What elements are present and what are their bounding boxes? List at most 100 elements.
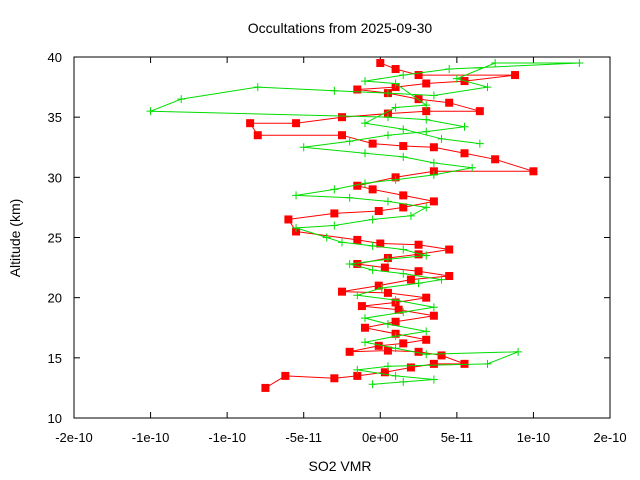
series-0-point: [345, 347, 354, 356]
series-0-point: [394, 305, 403, 314]
series-1-point: [391, 79, 400, 88]
series-1-point: [383, 89, 392, 98]
series-1-point: [353, 291, 362, 300]
series-1-point: [429, 170, 438, 179]
series-0-point: [460, 149, 469, 158]
series-0-point: [353, 235, 362, 244]
series-0-point: [383, 288, 392, 297]
series-0-point: [374, 341, 383, 350]
series-1-point: [383, 113, 392, 122]
series-0-point: [429, 311, 438, 320]
series-0-point: [376, 239, 385, 248]
series-1-point: [575, 59, 584, 68]
series-1-point: [460, 122, 469, 131]
series-1-point: [360, 149, 369, 158]
x-tick-label: 0e+00: [362, 430, 399, 445]
plot-area: -2e-10 -1e-10 -1e-10 -5e-11 0e+00 5e-11 1e-10 2…: [48, 50, 627, 445]
series-0-point: [330, 374, 339, 383]
series-0-point: [406, 275, 415, 284]
series-1-point: [437, 134, 446, 143]
series-0-point: [368, 139, 377, 148]
series-1-point: [391, 332, 400, 341]
series-1-point: [383, 197, 392, 206]
series-1-point: [391, 175, 400, 184]
series-1-point: [422, 101, 431, 110]
series-0-point: [374, 281, 383, 290]
series-1-point: [345, 193, 354, 202]
series-1-point: [146, 107, 155, 116]
series-0-point: [429, 359, 438, 368]
series-1-point: [330, 185, 339, 194]
y-tick-label: 35: [48, 110, 62, 125]
series-1-point: [422, 127, 431, 136]
series-1-point: [360, 77, 369, 86]
series-0-point: [368, 185, 377, 194]
x-tick-label: 1e-10: [517, 430, 550, 445]
y-axis-label: Altitude (km): [7, 199, 23, 278]
y-tick-label: 30: [48, 170, 62, 185]
series-1-point: [177, 95, 186, 104]
series-1-point: [468, 163, 477, 172]
series-1-point: [383, 255, 392, 264]
series-0-point: [353, 371, 362, 380]
series-0-point: [380, 263, 389, 272]
series-1-point: [399, 245, 408, 254]
series-0-point: [399, 142, 408, 151]
series-1-point: [322, 233, 331, 242]
series-1-point: [399, 269, 408, 278]
series-1-point: [345, 137, 354, 146]
series-0-point: [360, 323, 369, 332]
series-1-point: [445, 65, 454, 74]
x-tick-label: -1e-10: [132, 430, 170, 445]
series-1-point: [429, 158, 438, 167]
series-1-point: [406, 211, 415, 220]
series-1-point: [368, 265, 377, 274]
series-0-point: [429, 143, 438, 152]
y-tick-label: 25: [48, 231, 62, 246]
series-1-point: [422, 251, 431, 260]
chart-title: Occultations from 2025-09-30: [248, 20, 433, 36]
series-1-point: [399, 377, 408, 386]
series-1-point: [452, 74, 461, 83]
series-1-point: [391, 103, 400, 112]
series-0-point: [246, 119, 255, 128]
series-0-point: [414, 240, 423, 249]
y-tick-label: 10: [48, 411, 62, 426]
x-tick-label: -5e-11: [285, 430, 322, 445]
series-0-point: [511, 71, 520, 80]
series-0-point: [406, 363, 415, 372]
y-tick-label: 20: [48, 291, 62, 306]
x-axis-label: SO2 VMR: [308, 458, 371, 474]
series-1-point: [391, 296, 400, 305]
series-1-point: [399, 152, 408, 161]
series-1-point: [483, 83, 492, 92]
series-0-point: [445, 245, 454, 254]
series-1-point: [330, 221, 339, 230]
series-0-point: [429, 197, 438, 206]
series-0-point: [414, 267, 423, 276]
series-0-point: [529, 167, 538, 176]
series-0-point: [475, 107, 484, 116]
series-0-point: [422, 293, 431, 302]
series-0-point: [437, 351, 446, 360]
series-0-point: [380, 368, 389, 377]
series-1-point: [429, 303, 438, 312]
series-0-point: [445, 272, 454, 281]
series-1-point: [491, 59, 500, 68]
series-1-point: [422, 327, 431, 336]
x-tick-label: 5e-11: [441, 430, 473, 445]
series-0-point: [330, 209, 339, 218]
series-1-point: [368, 380, 377, 389]
y-tick-label: 40: [48, 50, 62, 65]
series-1-point: [483, 359, 492, 368]
series-1-point: [360, 314, 369, 323]
series-0-point: [261, 383, 270, 392]
series-0-point: [338, 131, 346, 140]
series-0-point: [353, 85, 362, 94]
series-0-point: [338, 287, 346, 296]
series-1-point: [353, 365, 362, 374]
series-0-point: [374, 207, 383, 216]
series-1-point: [383, 131, 392, 140]
series-1-point: [399, 308, 408, 317]
series-1-point: [299, 143, 308, 152]
